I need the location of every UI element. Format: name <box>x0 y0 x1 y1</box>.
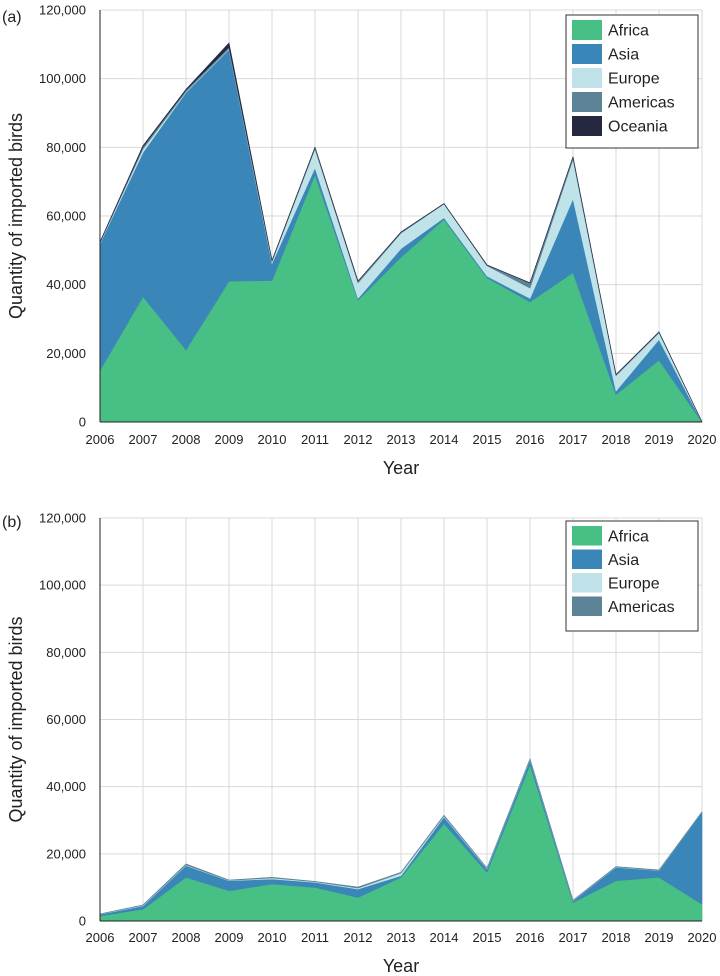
panel-a-x-tick-label: 2006 <box>86 432 115 447</box>
panel-b-y-tick-label: 60,000 <box>46 712 86 727</box>
panel-a-x-tick-label: 2019 <box>645 432 674 447</box>
panel-b-y-tick-label: 120,000 <box>39 511 86 526</box>
panel-b-x-tick-label: 2020 <box>688 930 717 945</box>
panel-a-y-tick-label: 40,000 <box>46 277 86 292</box>
panel-a-x-tick-label: 2010 <box>258 432 287 447</box>
panel-b-legend-label-americas: Americas <box>608 599 675 616</box>
panel-b-x-tick-label: 2008 <box>172 930 201 945</box>
panel-a-legend-swatch-africa <box>572 20 602 40</box>
panel-b-x-tick-label: 2014 <box>430 930 459 945</box>
panel-b-legend-swatch-americas <box>572 596 602 616</box>
panel-a-legend-swatch-americas <box>572 92 602 112</box>
panel-b-x-tick-label: 2019 <box>645 930 674 945</box>
panel-a-x-tick-label: 2017 <box>559 432 588 447</box>
panel-a-x-axis-title: Year <box>383 458 419 478</box>
panel-b-legend: Africa Asia Europe Americas <box>565 520 699 632</box>
panel-a-x-tick-label: 2009 <box>215 432 244 447</box>
panel-b-x-tick-label: 2007 <box>129 930 158 945</box>
panel-a-x-tick-label: 2013 <box>387 432 416 447</box>
panel-a-x-tick-label: 2011 <box>301 432 329 447</box>
panel-b-x-tick-label: 2012 <box>344 930 373 945</box>
panel-b-label: (b) <box>2 514 22 531</box>
panel-a-x-tick-label: 2016 <box>516 432 545 447</box>
panel-a-area-oceania <box>99 42 703 423</box>
panel-a-x-tick-label: 2020 <box>688 432 717 447</box>
panel-b-y-tick-label: 20,000 <box>46 846 86 861</box>
panel-a-legend-label-americas: Americas <box>608 95 675 112</box>
panel-a-legend-label-europe: Europe <box>608 71 660 88</box>
panel-a-chart: (a) 0 20,000 40,000 60,000 80,000 100,000 120,0… <box>2 3 716 479</box>
panel-a-y-tick-label: 120,000 <box>39 3 86 18</box>
panel-b-chart: (b) 0 20,000 40,000 60,000 80,000 100,000 120,0… <box>2 511 716 976</box>
panel-b-x-tick-label: 2015 <box>473 930 502 945</box>
panel-b-legend-label-asia: Asia <box>608 552 639 569</box>
panel-a-legend-label-asia: Asia <box>608 47 639 64</box>
panel-a-legend-label-oceania: Oceania <box>608 119 668 136</box>
panel-a-legend-swatch-europe <box>572 68 602 88</box>
panel-b-x-tick-label: 2010 <box>258 930 287 945</box>
panel-a-y-tick-label: 0 <box>79 415 86 430</box>
panel-a-x-tick-label: 2007 <box>129 432 158 447</box>
panel-a-y-tick-label: 80,000 <box>46 140 86 155</box>
panel-a-legend-swatch-oceania <box>572 116 602 136</box>
panel-b-area-americas <box>99 758 703 915</box>
panel-b-y-tick-label: 0 <box>79 914 86 929</box>
panel-a-y-tick-label: 20,000 <box>46 346 86 361</box>
panel-b-legend-swatch-asia <box>572 549 602 569</box>
panel-a-x-tick-label: 2018 <box>602 432 631 447</box>
panel-b-x-tick-label: 2011 <box>301 930 329 945</box>
panel-a-legend: Africa Asia Europe Americas Oceania <box>565 14 699 149</box>
panel-a-x-tick-label: 2008 <box>172 432 201 447</box>
panel-b-y-axis-title: Quantity of imported birds <box>6 616 26 822</box>
panel-b-legend-label-africa: Africa <box>608 528 649 545</box>
panel-a-y-tick-label: 60,000 <box>46 209 86 224</box>
panel-b-y-tick-label: 80,000 <box>46 645 86 660</box>
panel-b-x-tick-label: 2016 <box>516 930 545 945</box>
panel-b-y-tick-label: 100,000 <box>39 578 86 593</box>
panel-b-x-tick-label: 2013 <box>387 930 416 945</box>
panel-a-x-tick-label: 2015 <box>473 432 502 447</box>
panel-b-legend-swatch-africa <box>572 526 602 546</box>
panel-a-x-tick-label: 2012 <box>344 432 373 447</box>
panel-a-legend-swatch-asia <box>572 44 602 64</box>
panel-b-x-tick-label: 2017 <box>559 930 588 945</box>
panel-a-legend-label-africa: Africa <box>608 23 649 40</box>
panel-b-x-axis-title: Year <box>383 956 419 976</box>
panel-b-legend-swatch-europe <box>572 573 602 593</box>
panel-a-label: (a) <box>2 9 22 26</box>
panel-b-x-tick-label: 2009 <box>215 930 244 945</box>
panel-a-x-tick-label: 2014 <box>430 432 459 447</box>
panel-a-y-tick-label: 100,000 <box>39 71 86 86</box>
panel-b-y-tick-label: 40,000 <box>46 779 86 794</box>
panel-b-legend-label-europe: Europe <box>608 575 660 592</box>
panel-a-y-axis-title: Quantity of imported birds <box>6 113 26 319</box>
panel-b-x-tick-label: 2006 <box>86 930 115 945</box>
panel-b-x-tick-label: 2018 <box>602 930 631 945</box>
